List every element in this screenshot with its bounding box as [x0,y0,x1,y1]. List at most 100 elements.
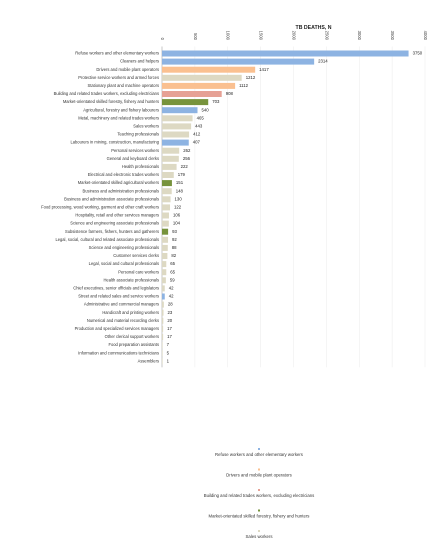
category-label: Customer services clerks [113,253,159,258]
category-label: Health associate professionals [103,277,159,282]
value-label: 465 [197,115,205,120]
bar [162,74,242,81]
value-label: 2314 [318,59,328,64]
x-tick-label: 1500 [259,31,264,41]
category-label: Teaching professionals [117,132,159,137]
value-label: 130 [175,196,183,201]
bar [162,244,168,251]
value-label: 407 [193,140,201,145]
bar [162,204,171,211]
category-label: Chief executives, senior officials and l… [73,285,159,290]
value-label: 65 [170,269,175,274]
x-tick-label: 1000 [226,31,231,41]
category-label: Assemblers [138,358,159,363]
category-label: Food processing, wood working, garment a… [41,204,159,209]
value-label: 17 [167,334,172,339]
value-label: 179 [178,172,186,177]
category-label: Health professionals [122,164,159,169]
bar [162,123,192,130]
value-label: 42 [169,286,174,291]
value-label: 104 [173,221,181,226]
category-label: Numerical and material recording clerks [87,318,159,323]
bar [162,107,198,114]
value-label: 412 [193,132,201,137]
category-label: Electrical and electronic trades workers [88,172,159,177]
category-label: Food preparation assistants [108,342,159,347]
value-label: 5 [167,350,170,355]
bar [162,228,169,235]
legend-label: Sales workers [246,534,273,539]
x-tick-label: 0 [160,38,165,41]
value-label: 151 [176,180,184,185]
value-label: 3750 [413,51,423,56]
bar [162,91,222,97]
value-label: 92 [172,237,177,242]
legend-marker [258,509,260,512]
x-axis-ticks: 0 500 1000 1500 2000 2500 3000 3500 4000 [160,31,428,41]
category-label: Street and related sales and service wor… [78,294,159,299]
value-label: 59 [170,277,175,282]
bar [162,172,174,178]
bar [162,253,168,259]
x-tick-label: 2000 [291,31,296,41]
bar [162,334,164,340]
category-label: Building and related trades workers, exc… [54,91,159,96]
x-tick-label: 3500 [390,31,395,41]
category-label: Business and administration associate pr… [64,196,159,201]
bar [162,358,163,365]
value-label: 443 [195,124,203,129]
value-label: 256 [183,156,191,161]
bar [162,293,165,300]
value-label: 82 [171,253,176,258]
category-label: General and keyboard clerks [107,156,159,161]
bar [162,285,165,292]
legend-marker [258,448,260,450]
bar [162,50,409,57]
bar [162,139,189,146]
category-label: Stationary plant and machine operators [88,83,159,88]
bar [162,163,177,170]
bar [162,155,179,162]
legend-marker [258,530,260,532]
value-label: 28 [168,302,173,307]
value-label: 703 [212,99,220,104]
category-label: Handicraft and printing workers [102,310,159,315]
bars [162,50,409,365]
bar [162,99,209,106]
value-label: 908 [226,91,234,96]
category-label: Market-orientated skilled forestry, fish… [63,99,159,104]
legend: Refuse workers and other elementary work… [204,448,314,539]
value-label: 7 [167,342,170,347]
category-label: Cleaners and helpers [120,59,159,64]
bar [162,277,166,284]
category-label: Science and engineering associate profes… [70,221,159,226]
bar [162,188,172,195]
bar [162,301,164,308]
category-label: Hospitality, retail and other services m… [75,213,159,218]
bar [162,180,172,187]
value-label: 222 [181,164,189,169]
x-tick-label: 500 [193,33,198,41]
bar [162,115,193,122]
value-label: 1212 [246,75,256,80]
legend-label: Refuse workers and other elementary work… [215,452,303,457]
bar [162,212,169,219]
bar [162,236,169,243]
category-labels: Refuse workers and other elementary work… [41,51,160,364]
bar [162,309,164,316]
value-label: 1112 [239,83,249,88]
category-label: Science and engineering professionals [89,245,159,250]
category-label: Labourers in mining, construction, manuf… [70,140,159,145]
category-label: Market-orientated skilled agricultural w… [78,180,159,185]
bar [162,66,256,73]
bar [162,342,163,349]
x-axis-title: TB DEATHS, N [296,25,332,31]
value-label: 93 [172,229,177,234]
bar [162,147,180,154]
bar [162,131,190,138]
category-label: Subsistence farmers, fishers, hunters an… [65,229,159,234]
bar [162,261,167,268]
bar [162,82,236,89]
bar [162,220,169,227]
